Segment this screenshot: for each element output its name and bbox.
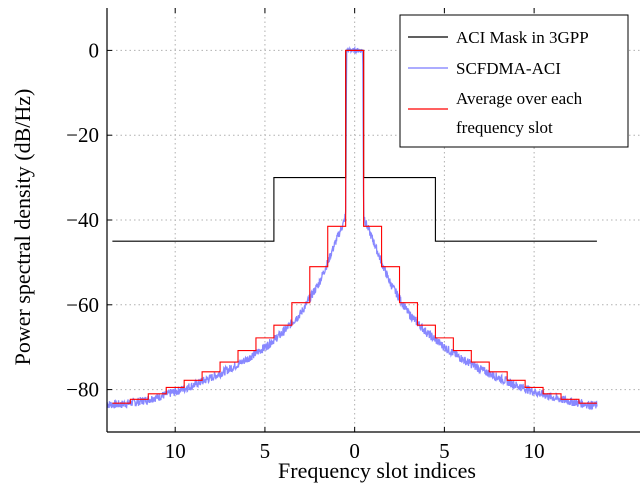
y-tick-label: 0 <box>89 38 100 62</box>
x-tick-label: 0 <box>349 439 360 463</box>
x-tick-label: 5 <box>439 439 450 463</box>
tick-labels: 10 5 0 5 10 0 −20 −40 −60 −80 <box>66 38 544 463</box>
y-axis-label: Power spectral density (dB/Hz) <box>10 89 35 366</box>
series-layer <box>106 45 598 411</box>
x-axis-label: Frequency slot indices <box>278 458 476 483</box>
legend-label-average: Average over each <box>456 89 583 108</box>
legend-label-mask: ACI Mask in 3GPP <box>456 28 589 47</box>
y-tick-label: −80 <box>66 378 99 402</box>
y-tick-label: −40 <box>66 208 99 232</box>
grid <box>107 8 640 432</box>
axes <box>106 8 640 433</box>
y-tick-label: −60 <box>66 293 99 317</box>
legend: ACI Mask in 3GPP SCFDMA-ACI Average over… <box>399 14 629 148</box>
x-tick-label: 10 <box>165 439 186 463</box>
series-average-step <box>112 49 597 404</box>
legend-label-scfdma: SCFDMA-ACI <box>456 59 561 78</box>
legend-label-average-line2: frequency slot <box>456 118 553 137</box>
y-tick-label: −20 <box>66 123 99 147</box>
x-tick-label: 10 <box>524 439 545 463</box>
x-tick-label: 5 <box>260 439 271 463</box>
